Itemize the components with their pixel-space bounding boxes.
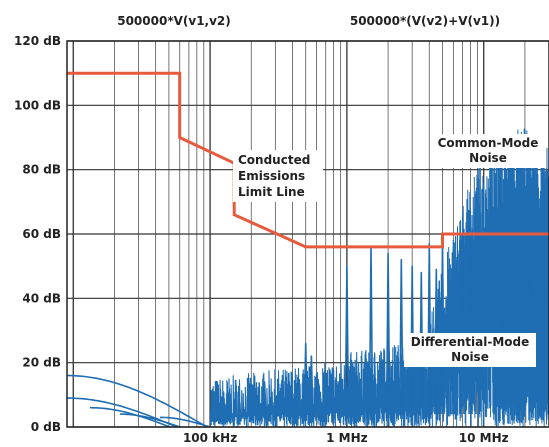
x-tick-label: 100 kHz — [183, 431, 237, 445]
noise-arc — [160, 416, 211, 428]
limit-line — [67, 71, 549, 249]
svg-text:Noise: Noise — [469, 151, 507, 165]
x-axis: 100 kHz 1 MHz 10 MHz — [183, 431, 509, 445]
noise-band — [209, 362, 348, 428]
noise-band — [346, 340, 431, 428]
plot-frame — [66, 40, 549, 428]
svg-text:Limit Line: Limit Line — [238, 185, 305, 199]
y-tick-label: 60 dB — [22, 227, 61, 241]
common-mode-annotation: Common-Mode Noise — [430, 134, 546, 168]
x-tick-label: 1 MHz — [326, 431, 368, 445]
noise-arc — [90, 406, 171, 428]
y-tick-label: 40 dB — [22, 291, 61, 305]
limit-line-group — [67, 71, 549, 249]
differential-mode-label-2: Noise — [451, 350, 489, 364]
noise-spike — [303, 342, 308, 415]
y-tick-label: 100 dB — [14, 98, 61, 112]
limit-line-annotation: Conducted Emissions Limit Line — [233, 150, 323, 202]
y-tick-label: 120 dB — [14, 34, 61, 48]
svg-text:Differential-Mode: Differential-Mode — [411, 335, 530, 349]
common-mode-label-1: Common-Mode — [438, 136, 539, 150]
noise-arc — [120, 413, 181, 428]
noise-arc — [66, 374, 208, 428]
differential-mode-annotation: Differential-Mode Noise — [404, 333, 536, 367]
noise-spike — [385, 252, 391, 415]
svg-text:Common-Mode: Common-Mode — [438, 136, 539, 150]
limit-line-label-2: Emissions — [238, 169, 305, 183]
differential-mode-label-1: Differential-Mode — [411, 335, 530, 349]
svg-text:Emissions: Emissions — [238, 169, 305, 183]
y-tick-label: 20 dB — [22, 356, 61, 370]
svg-text:Conducted: Conducted — [238, 153, 310, 167]
header-left: 500000*V(v1,v2) — [117, 14, 231, 28]
header-right: 500000*(V(v2)+V(v1)) — [350, 14, 500, 28]
y-tick-label: 80 dB — [22, 163, 61, 177]
x-tick-label: 10 MHz — [459, 431, 509, 445]
limit-line-label-1: Conducted — [238, 153, 310, 167]
noise-spike — [399, 258, 404, 415]
y-axis: 0 dB 20 dB 40 dB 60 dB 80 dB 100 dB 120 dB — [14, 34, 61, 434]
common-mode-label-2: Noise — [469, 151, 507, 165]
noise-spike — [309, 355, 314, 415]
y-tick-label: 0 dB — [31, 420, 61, 434]
limit-line-label-3: Limit Line — [238, 185, 305, 199]
svg-text:Noise: Noise — [451, 350, 489, 364]
noise-spike — [262, 381, 267, 415]
noise-spike — [344, 265, 350, 415]
